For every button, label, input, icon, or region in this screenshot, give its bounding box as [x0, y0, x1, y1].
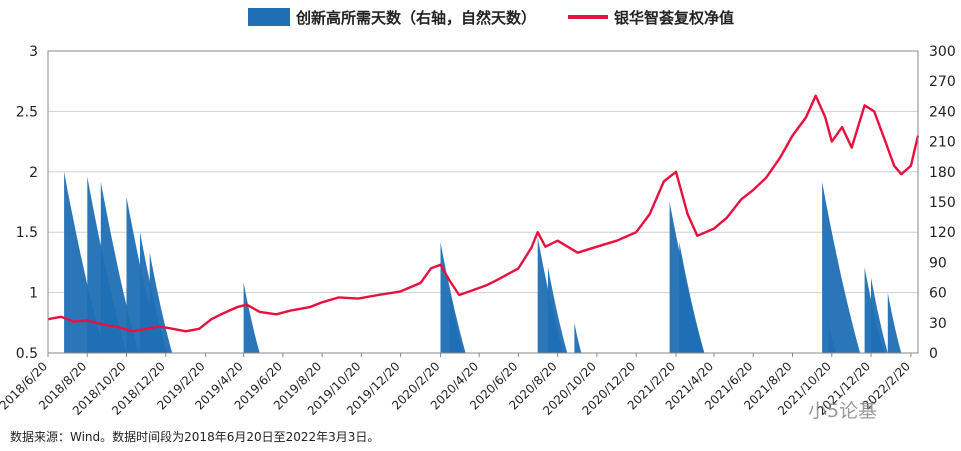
right-tick-label: 30	[929, 316, 947, 332]
right-tick-label: 240	[929, 104, 956, 120]
plot-area-frame	[47, 50, 919, 354]
bar-spike	[537, 237, 564, 353]
bar-spike	[887, 292, 902, 353]
bar-spike	[440, 242, 466, 353]
left-tick-label: 2	[29, 165, 38, 181]
x-axis: 2018/6/202018/8/202018/10/202018/12/2020…	[0, 353, 913, 418]
legend: 创新高所需天数（右轴，自然天数） 银华智荟复权净值	[248, 8, 734, 27]
right-tick-label: 180	[929, 165, 956, 181]
right-tick-label: 300	[929, 44, 956, 60]
grid	[48, 50, 918, 354]
right-axis: 0 30 60 90 120 150 180 210 240 270 300	[929, 44, 956, 362]
right-tick-label: 90	[929, 255, 947, 271]
left-tick-label: 3	[29, 44, 38, 60]
left-tick-label: 1	[29, 286, 38, 302]
right-tick-label: 0	[929, 346, 938, 362]
watermark: 小5论基	[808, 400, 878, 422]
bar-spike	[64, 171, 105, 353]
bar-spike	[822, 181, 861, 353]
right-tick-label: 150	[929, 195, 956, 211]
bar-spike	[574, 322, 582, 353]
bar-spike	[449, 292, 464, 353]
bar-spike	[126, 197, 162, 353]
bar-spike	[243, 282, 260, 353]
legend-bar-label: 创新高所需天数（右轴，自然天数）	[295, 9, 536, 27]
bars	[64, 171, 902, 353]
left-tick-label: 0.5	[16, 346, 38, 362]
bar-spike	[140, 232, 167, 353]
line-layer	[47, 94, 920, 333]
left-axis: 0.5 1 1.5 2 2.5 3	[16, 44, 38, 362]
bar-spike	[864, 267, 884, 353]
bar-spike	[679, 242, 705, 353]
right-tick-label: 60	[929, 286, 947, 302]
bar-spike	[871, 277, 888, 353]
bar-spike	[669, 202, 704, 353]
nav-line	[47, 94, 920, 333]
right-tick-label: 120	[929, 225, 956, 241]
bar-spike	[87, 176, 127, 353]
legend-bar-swatch	[248, 8, 290, 26]
left-tick-label: 1.5	[16, 225, 38, 241]
left-tick-label: 2.5	[16, 104, 38, 120]
footnote: 数据来源：Wind。数据时间段为2018年6月20日至2022年3月3日。	[10, 430, 380, 444]
bar-spike	[828, 322, 836, 353]
right-tick-label: 270	[929, 74, 956, 90]
bar-spike	[149, 252, 173, 353]
bar-spike	[548, 267, 568, 353]
bar-spike	[100, 181, 139, 353]
right-tick-label: 210	[929, 135, 956, 151]
legend-line-label: 银华智荟复权净值	[614, 9, 734, 27]
